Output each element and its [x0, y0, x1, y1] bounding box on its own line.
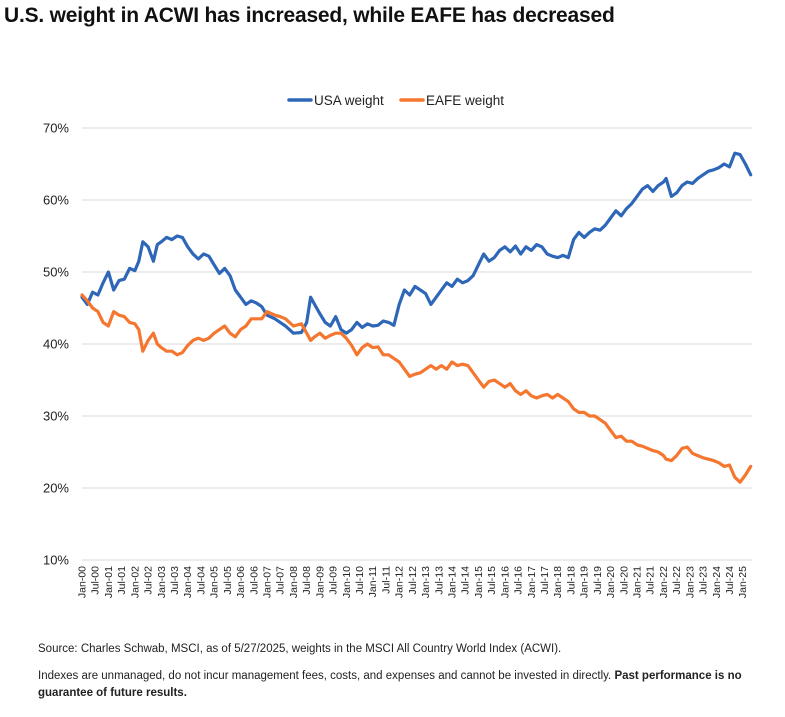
y-tick-label: 10% — [43, 553, 69, 568]
x-tick-label: Jan-18 — [552, 566, 564, 598]
x-tick-label: Jan-03 — [156, 566, 168, 598]
x-tick-label: Jul-17 — [539, 566, 551, 595]
x-tick-label: Jul-04 — [195, 566, 207, 595]
x-axis-ticks: Jan-00 Jul-00 Jan-01 Jul-01 Jan-02 Jul-02 Jan-… — [77, 566, 750, 598]
y-tick-label: 50% — [43, 265, 69, 280]
x-tick-label: Jan-04 — [182, 566, 194, 598]
x-tick-label: Jan-25 — [737, 566, 749, 598]
x-tick-label: Jan-08 — [288, 566, 300, 598]
x-tick-label: Jan-10 — [341, 566, 353, 598]
y-tick-label: 60% — [43, 193, 69, 208]
x-tick-label: Jan-23 — [684, 566, 696, 598]
x-tick-label: Jan-17 — [526, 566, 538, 598]
x-tick-label: Jan-11 — [367, 566, 379, 597]
y-tick-label: 40% — [43, 337, 69, 352]
x-tick-label: Jan-15 — [473, 566, 485, 598]
y-tick-label: 30% — [43, 409, 69, 424]
x-tick-label: Jul-09 — [328, 566, 340, 595]
x-tick-label: Jul-22 — [671, 566, 683, 595]
x-tick-label: Jan-21 — [632, 566, 644, 598]
y-axis-ticks: 10% 20% 30% 40% 50% 60% 70% — [43, 121, 69, 568]
x-tick-label: Jul-23 — [698, 566, 710, 595]
x-tick-label: Jul-16 — [513, 566, 525, 595]
legend: USA weight EAFE weight — [287, 93, 504, 108]
x-tick-label: Jul-13 — [433, 566, 445, 595]
x-tick-label: Jan-13 — [420, 566, 432, 598]
x-tick-label: Jul-18 — [565, 566, 577, 595]
x-tick-label: Jan-09 — [314, 566, 326, 598]
x-tick-label: Jan-02 — [129, 566, 141, 598]
disclaimer-bold: Past performance is no guarantee of futu… — [38, 670, 742, 699]
x-tick-label: Jan-22 — [658, 566, 670, 598]
x-tick-label: Jul-11 — [380, 566, 392, 594]
y-tick-label: 70% — [43, 121, 69, 136]
eafe-weight-line — [80, 293, 753, 484]
x-tick-label: Jan-20 — [605, 566, 617, 598]
x-tick-label: Jan-07 — [262, 566, 274, 598]
x-tick-label: Jul-12 — [407, 566, 419, 595]
x-tick-label: Jul-20 — [618, 566, 630, 595]
x-tick-label: Jul-10 — [354, 566, 366, 595]
x-tick-label: Jan-05 — [209, 566, 221, 598]
x-tick-label: Jan-01 — [103, 566, 115, 598]
chart-title: U.S. weight in ACWI has increased, while… — [4, 4, 615, 27]
x-tick-label: Jul-07 — [275, 566, 287, 595]
legend-label: USA weight — [314, 93, 384, 108]
x-tick-label: Jul-06 — [248, 566, 260, 595]
x-tick-label: Jan-24 — [711, 566, 723, 598]
disclaimer: Indexes are unmanaged, do not incur mana… — [38, 668, 768, 702]
x-tick-label: Jul-19 — [592, 566, 604, 595]
usa-weight-line — [80, 151, 753, 335]
x-tick-label: Jul-02 — [143, 566, 155, 595]
x-tick-label: Jan-19 — [579, 566, 591, 598]
line-chart: 10% 20% 30% 40% 50% 60% 70% Jan-00 Jul-00 Jan-01… — [43, 93, 753, 598]
series-lines — [80, 151, 753, 484]
legend-label: EAFE weight — [426, 93, 504, 108]
disclaimer-text: Indexes are unmanaged, do not incur mana… — [38, 670, 612, 682]
x-tick-label: Jul-21 — [645, 566, 657, 595]
x-tick-label: Jan-06 — [235, 566, 247, 598]
x-tick-label: Jan-16 — [499, 566, 511, 598]
x-tick-label: Jul-14 — [460, 566, 472, 595]
source-note: Source: Charles Schwab, MSCI, as of 5/27… — [38, 643, 562, 655]
x-tick-label: Jul-24 — [724, 566, 736, 595]
x-tick-label: Jul-03 — [169, 566, 181, 595]
x-tick-label: Jan-12 — [394, 566, 406, 598]
x-tick-label: Jul-01 — [116, 566, 128, 595]
x-tick-label: Jan-00 — [77, 566, 89, 598]
x-tick-label: Jul-00 — [90, 566, 102, 595]
y-tick-label: 20% — [43, 481, 69, 496]
y-gridlines — [82, 127, 752, 561]
x-tick-label: Jul-05 — [222, 566, 234, 595]
x-tick-label: Jan-14 — [447, 566, 459, 598]
x-tick-label: Jul-15 — [486, 566, 498, 595]
x-tick-label: Jul-08 — [301, 566, 313, 595]
